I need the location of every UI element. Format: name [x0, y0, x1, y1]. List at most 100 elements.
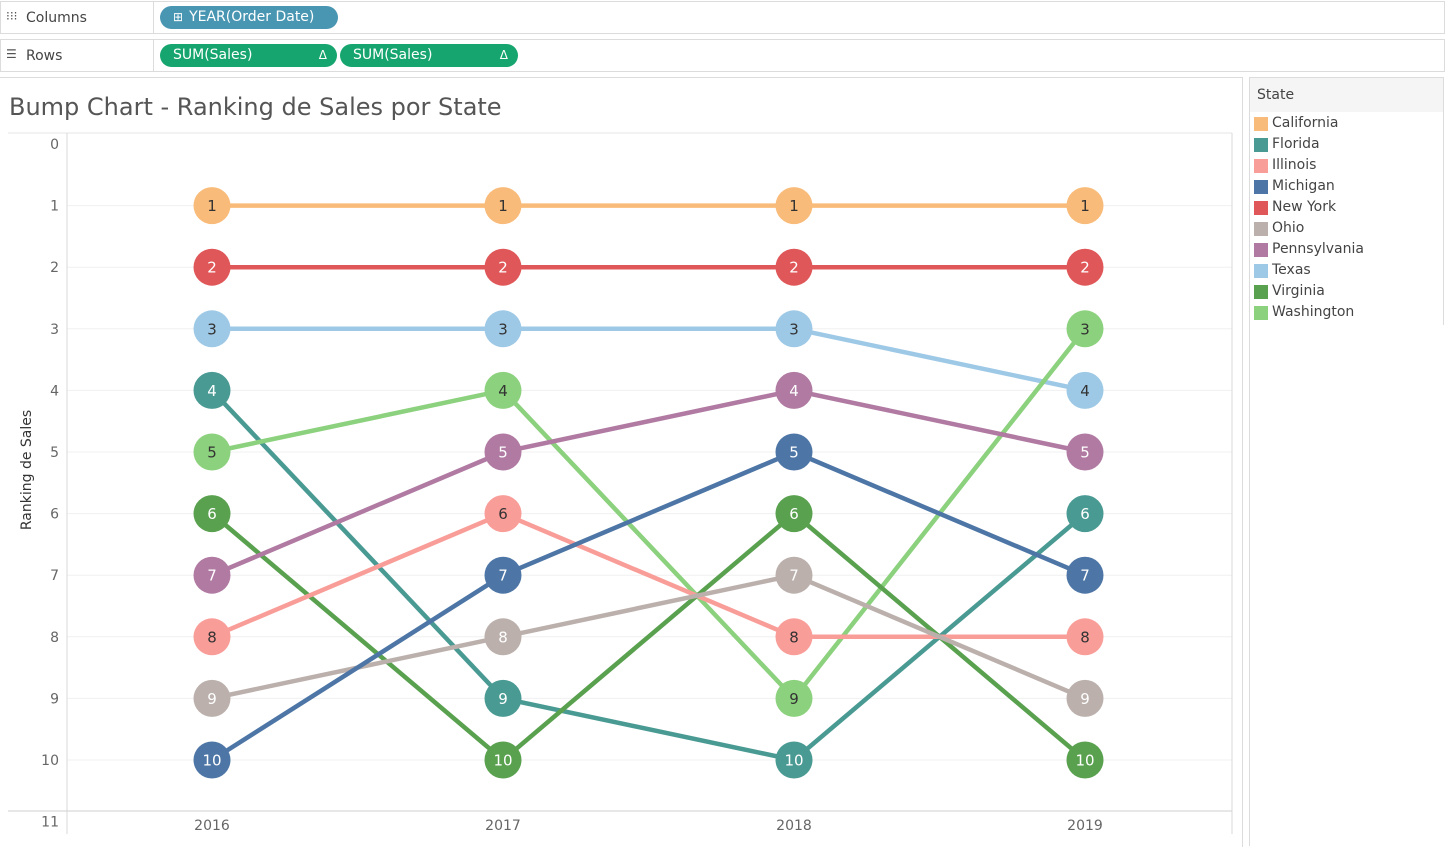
- data-point[interactable]: 7: [484, 556, 522, 594]
- data-point[interactable]: 2: [775, 248, 813, 286]
- legend-item[interactable]: Texas: [1254, 261, 1439, 282]
- point-marker: [775, 371, 813, 409]
- data-point[interactable]: 2: [193, 248, 231, 286]
- data-point[interactable]: 10: [193, 741, 231, 779]
- data-point[interactable]: 4: [193, 371, 231, 409]
- legend-swatch: [1254, 159, 1268, 173]
- columns-shelf: ⁝⁝⁝ Columns ⊞ YEAR(Order Date): [0, 1, 1445, 34]
- point-label: 3: [207, 320, 217, 338]
- sum-sales-pill-2[interactable]: SUM(Sales) Δ: [340, 44, 518, 67]
- data-point[interactable]: 5: [193, 433, 231, 471]
- data-point[interactable]: 8: [775, 618, 813, 656]
- point-label: 10: [493, 752, 512, 770]
- data-point[interactable]: 6: [1066, 495, 1104, 533]
- legend-item[interactable]: Ohio: [1254, 219, 1439, 240]
- data-point[interactable]: 6: [775, 495, 813, 533]
- y-tick-label: 5: [50, 445, 59, 461]
- data-point[interactable]: 7: [1066, 556, 1104, 594]
- data-point[interactable]: 7: [193, 556, 231, 594]
- point-marker: [1066, 679, 1104, 717]
- point-marker: [193, 679, 231, 717]
- data-point[interactable]: 10: [484, 741, 522, 779]
- legend-swatch: [1254, 117, 1268, 131]
- point-label: 2: [498, 259, 508, 277]
- data-point[interactable]: 5: [1066, 433, 1104, 471]
- data-point[interactable]: 7: [775, 556, 813, 594]
- legend-item[interactable]: New York: [1254, 198, 1439, 219]
- legend-label: Illinois: [1272, 157, 1317, 173]
- point-label: 10: [202, 752, 221, 770]
- y-tick-label: 10: [41, 753, 59, 769]
- data-point[interactable]: 1: [193, 187, 231, 225]
- series-line-pennsylvania[interactable]: [211, 388, 1086, 578]
- point-marker: [193, 741, 231, 779]
- point-label: 5: [498, 444, 508, 462]
- data-point[interactable]: 9: [193, 679, 231, 717]
- legend-swatch: [1254, 138, 1268, 152]
- data-point[interactable]: 5: [484, 433, 522, 471]
- point-marker: [193, 618, 231, 656]
- data-point[interactable]: 4: [484, 371, 522, 409]
- rows-label: Rows: [26, 48, 63, 64]
- pill-label: SUM(Sales): [173, 47, 253, 63]
- data-point[interactable]: 8: [1066, 618, 1104, 656]
- year-order-date-pill[interactable]: ⊞ YEAR(Order Date): [160, 6, 338, 29]
- series-line-texas[interactable]: [212, 326, 1086, 393]
- point-marker: [775, 433, 813, 471]
- data-point[interactable]: 8: [484, 618, 522, 656]
- x-tick-label: 2017: [485, 818, 521, 834]
- legend-header: [1250, 78, 1443, 112]
- legend-item[interactable]: Pennsylvania: [1254, 240, 1439, 261]
- legend-label: Florida: [1272, 136, 1320, 152]
- delta-icon: Δ: [318, 48, 327, 62]
- point-label: 10: [1075, 752, 1094, 770]
- legend-label: Pennsylvania: [1272, 241, 1364, 257]
- data-point[interactable]: 3: [193, 310, 231, 348]
- data-point[interactable]: 3: [775, 310, 813, 348]
- data-point[interactable]: 10: [775, 741, 813, 779]
- data-point[interactable]: 10: [1066, 741, 1104, 779]
- legend-swatch: [1254, 222, 1268, 236]
- sum-sales-pill-1[interactable]: SUM(Sales) Δ: [160, 44, 337, 67]
- data-point[interactable]: 1: [1066, 187, 1104, 225]
- legend-item[interactable]: California: [1254, 114, 1439, 135]
- y-tick-label: 9: [50, 691, 59, 707]
- legend-item[interactable]: Michigan: [1254, 177, 1439, 198]
- data-point[interactable]: 4: [775, 371, 813, 409]
- point-label: 1: [207, 197, 217, 215]
- legend-item[interactable]: Illinois: [1254, 156, 1439, 177]
- series-line-michigan[interactable]: [210, 449, 1086, 762]
- point-marker: [193, 556, 231, 594]
- data-point[interactable]: 8: [193, 618, 231, 656]
- data-point[interactable]: 2: [1066, 248, 1104, 286]
- columns-label: Columns: [26, 10, 87, 26]
- legend: State California Florida Illinois Michigan N…: [1249, 77, 1444, 325]
- data-point[interactable]: 5: [775, 433, 813, 471]
- data-point[interactable]: 9: [1066, 679, 1104, 717]
- data-point[interactable]: 6: [484, 495, 522, 533]
- data-point[interactable]: 1: [484, 187, 522, 225]
- y-tick-label: 7: [50, 568, 59, 584]
- data-point[interactable]: 9: [775, 679, 813, 717]
- data-point[interactable]: 1: [775, 187, 813, 225]
- data-point[interactable]: 9: [484, 679, 522, 717]
- legend-label: Michigan: [1272, 178, 1335, 194]
- point-marker: [775, 679, 813, 717]
- data-point[interactable]: 3: [484, 310, 522, 348]
- legend-item[interactable]: Virginia: [1254, 282, 1439, 303]
- data-point[interactable]: 3: [1066, 310, 1104, 348]
- data-point[interactable]: 4: [1066, 371, 1104, 409]
- legend-item[interactable]: Florida: [1254, 135, 1439, 156]
- point-label: 1: [789, 197, 799, 215]
- data-point[interactable]: 6: [193, 495, 231, 533]
- point-marker: [193, 371, 231, 409]
- point-label: 8: [498, 628, 508, 646]
- delta-icon: Δ: [499, 48, 508, 62]
- point-label: 9: [498, 690, 508, 708]
- data-point[interactable]: 2: [484, 248, 522, 286]
- point-marker: [1066, 556, 1104, 594]
- legend-item[interactable]: Washington: [1254, 303, 1439, 324]
- point-label: 7: [1080, 567, 1090, 585]
- point-label: 6: [498, 505, 508, 523]
